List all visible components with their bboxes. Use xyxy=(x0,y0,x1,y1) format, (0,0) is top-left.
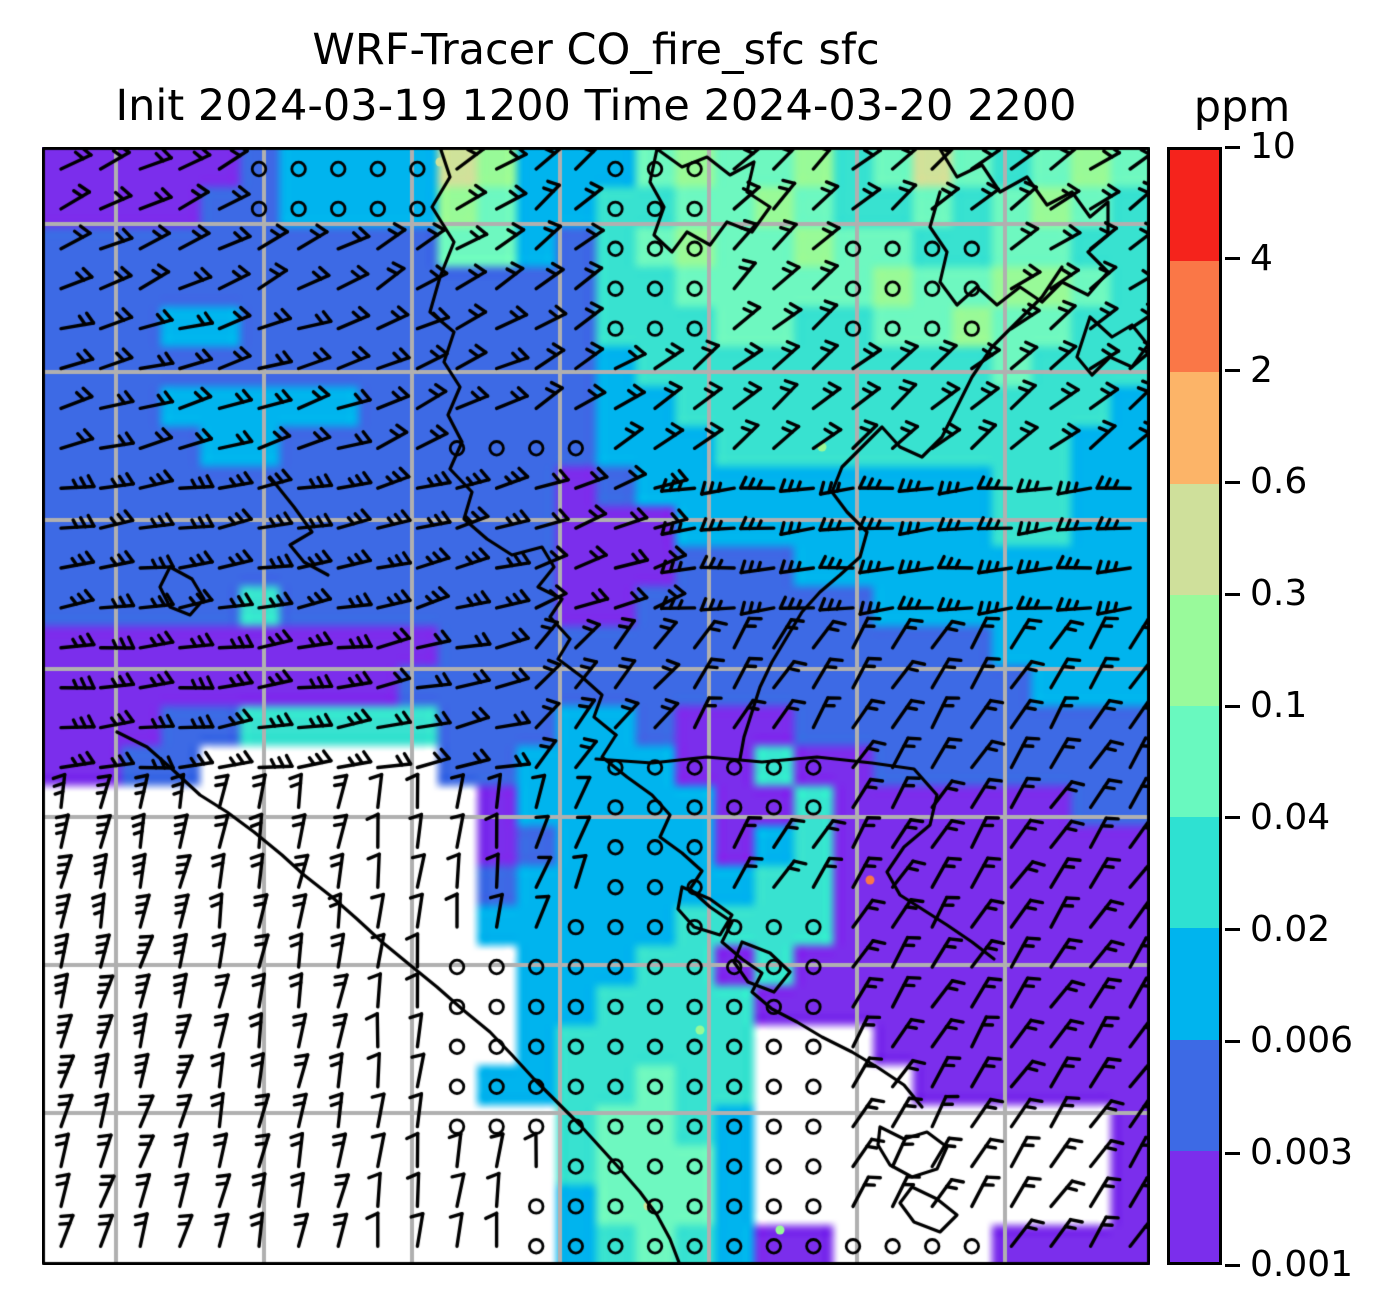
colorbar-segment xyxy=(1170,372,1219,484)
colorbar-tickmark xyxy=(1225,816,1240,820)
colorbar-segment xyxy=(1170,817,1219,929)
colorbar-tickmark xyxy=(1225,1151,1240,1155)
colorbar-tick-label: 0.003 xyxy=(1250,1132,1354,1174)
colorbar xyxy=(1167,147,1222,1265)
colorbar-tickmark xyxy=(1225,928,1240,932)
colorbar-tick-label: 0.02 xyxy=(1250,908,1331,950)
colorbar-ticks: 10 4 2 0.6 0.3 0.1 0.04 0.02 0.006 0.003 0.001 xyxy=(1222,128,1400,1284)
colorbar-tick-label: 0.6 xyxy=(1250,461,1308,503)
colorbar-unit-label: ppm xyxy=(1193,82,1291,132)
plot-subtitle: Init 2024-03-19 1200 Time 2024-03-20 220… xyxy=(115,81,1077,131)
colorbar-segment xyxy=(1170,1150,1219,1263)
colorbar-tickmark xyxy=(1225,369,1240,373)
colorbar-tickmark xyxy=(1225,592,1240,596)
colorbar-tick-label: 10 xyxy=(1250,126,1296,167)
colorbar-tickmark xyxy=(1225,1263,1240,1267)
colorbar-segment xyxy=(1170,594,1219,707)
colorbar-segment xyxy=(1170,706,1219,818)
colorbar-tick-label: 0.001 xyxy=(1250,1244,1354,1285)
colorbar-tickmark xyxy=(1225,257,1240,261)
map-panel xyxy=(42,147,1150,1265)
colorbar-tickmark xyxy=(1225,1039,1240,1043)
colorbar-segment xyxy=(1170,928,1219,1040)
colorbar-tickmark xyxy=(1225,480,1240,484)
map-canvas xyxy=(42,147,1150,1265)
colorbar-tick-label: 4 xyxy=(1250,237,1273,279)
colorbar-segment xyxy=(1170,150,1219,262)
colorbar-segment xyxy=(1170,1039,1219,1151)
plot-title: WRF-Tracer CO_fire_sfc sfc xyxy=(312,25,880,75)
colorbar-tick-label: 0.006 xyxy=(1250,1020,1354,1062)
colorbar-tickmark xyxy=(1225,145,1240,149)
colorbar-tick-label: 0.3 xyxy=(1250,573,1308,615)
colorbar-segment xyxy=(1170,483,1219,595)
colorbar-tick-label: 2 xyxy=(1250,349,1273,391)
colorbar-segment xyxy=(1170,261,1219,373)
colorbar-tick-label: 0.1 xyxy=(1250,685,1308,726)
colorbar-tick-label: 0.04 xyxy=(1250,796,1331,838)
colorbar-tickmark xyxy=(1225,704,1240,708)
